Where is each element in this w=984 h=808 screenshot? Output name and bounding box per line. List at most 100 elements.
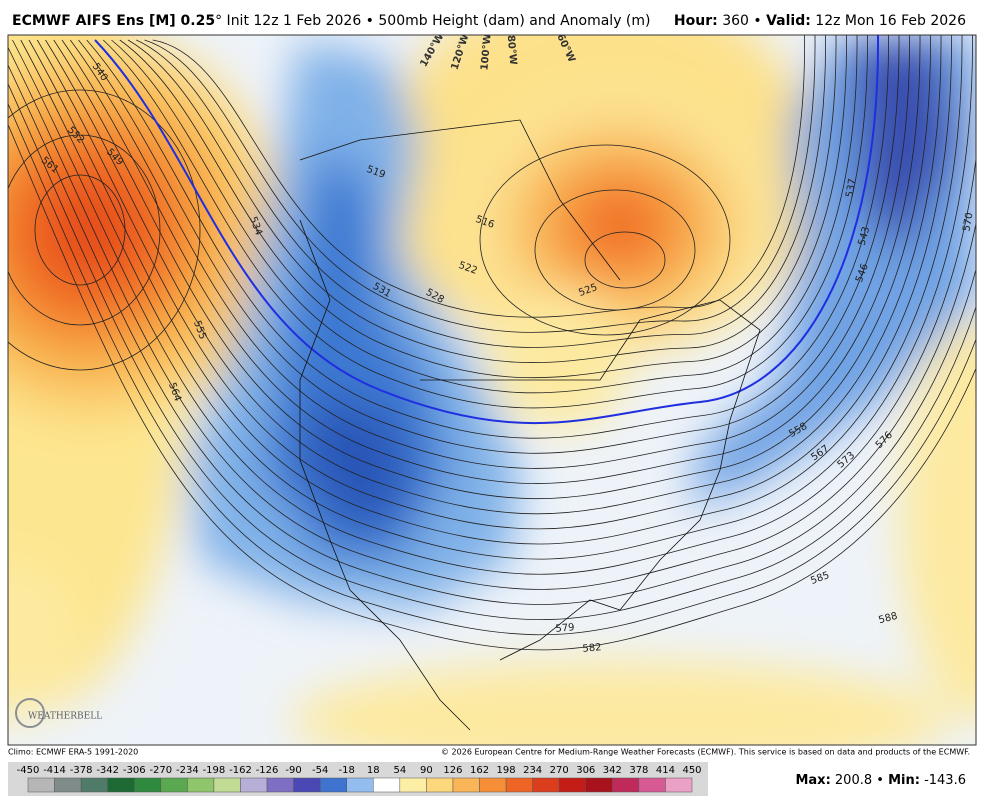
reference-contour [94,35,880,425]
colorbar-cell [638,777,666,793]
longitude-label: 80°W [505,35,519,66]
colorbar: -450 -414 -378 -342 -306 -270 -234 -198 -162 -126… [8,762,708,796]
colorbar-cell [558,777,587,793]
stats-separator: • [876,773,884,788]
colorbar-tick-label: 18 [367,765,380,776]
colorbar-cell [346,777,374,793]
colorbar-tick-label: -450 [17,765,40,776]
colorbar-cell [27,777,55,793]
contour-line [8,82,976,620]
contour-label: 543 [857,225,873,246]
longitude-label: 100°W [479,33,493,71]
contour-line [28,35,963,545]
colorbar-cell [80,777,108,793]
map-frame [7,34,977,746]
colorbar-cell [452,777,480,793]
colorbar-cell [160,777,188,793]
min-label: Min: [888,773,920,788]
colorbar-cell [133,777,162,793]
colorbar-cell [612,777,640,793]
contour-line [34,174,126,286]
climo: Climo: ECMWF ERA-5 1991-2020 [8,748,138,757]
anomaly-shading [8,35,976,745]
contour-line [20,35,973,560]
colorbar-tick-label: 54 [393,765,406,776]
colorbar-tick-label: 378 [629,765,648,776]
logo-text: WEATHERBELL [28,712,102,722]
colorbar-tick-label: -234 [176,765,199,776]
contour-line [61,35,921,484]
contour-line [78,35,900,454]
colorbar-tick-label: -90 [285,765,301,776]
contour-label: 579 [555,622,575,635]
contour-line [36,35,952,530]
colorbar-tick-label: 342 [603,765,622,776]
contour-line [111,35,858,394]
contour-line [152,35,805,318]
contour-line [8,102,976,636]
colorbar-tick-label: -54 [312,765,328,776]
colorbar-cell [54,777,82,793]
colorbar-tick-label: -198 [203,765,226,776]
colorbar-cell [213,777,241,793]
min: -143.6 [924,773,966,788]
colorbar-cell [240,777,268,793]
colorbar-tick-label: 270 [550,765,569,776]
contour-label: 570 [961,212,975,233]
colorbar-cell [532,777,560,793]
colorbar-tick-label: -378 [70,765,93,776]
colorbar-cell [426,777,454,793]
height-contours [8,35,976,651]
colorbar-cell [187,777,215,793]
max: 200.8 [835,773,872,788]
colorbar-cell [505,777,533,793]
contour-line [479,144,731,336]
contour-line [8,123,976,651]
colorbar-cell [399,777,427,793]
coastlines [299,119,761,731]
colorbar-tick-label: 198 [497,765,516,776]
colorbar-tick-label: -162 [229,765,252,776]
title: ECMWF AIFS Ens [M] 0.25 [12,13,215,29]
title-rest: ° Init 12z 1 Feb 2026 • 500mb Height (da… [215,13,650,29]
contour-line [119,35,847,379]
colorbar-tick-label: -342 [96,765,119,776]
colorbar-tick-label: -126 [256,765,279,776]
contour-line [45,35,942,515]
colorbar-tick-label: -306 [123,765,146,776]
header-title: ECMWF AIFS Ens [M] 0.25° Init 12z 1 Feb … [12,13,651,29]
contour-line [144,35,816,333]
contour-line [136,35,826,348]
colorbar-cell [266,777,294,793]
colorbar-cell [293,777,321,793]
colorbar-cell [665,777,693,793]
contour-line [534,189,696,311]
contour-label: 537 [844,178,858,199]
colorbar-tick-label: -414 [43,765,66,776]
colorbar-cell [107,777,135,793]
contour-label: 582 [582,642,602,655]
separator: • [753,13,761,29]
colorbar-cell [585,777,613,793]
contour-line [69,35,910,469]
hour: 360 [722,13,749,29]
copyright: © 2026 European Centre for Medium-Range … [441,748,970,757]
colorbar-cell [373,777,401,793]
valid: 12z Mon 16 Feb 2026 [815,13,966,29]
hour-label: Hour: [674,13,718,29]
valid-label: Valid: [766,13,811,29]
stats: Max: 200.8 • Min: -143.6 [795,773,966,788]
colorbar-tick-label: 414 [656,765,675,776]
colorbar-tick-label: 90 [420,765,433,776]
contour-line [127,35,837,363]
colorbar-tick-label: -270 [149,765,172,776]
max-label: Max: [795,773,830,788]
contour-line [8,134,161,326]
colorbar-tick-label: 450 [682,765,701,776]
contour-label: 588 [877,611,898,627]
contour-line [12,39,976,575]
colorbar-tick-label: 126 [443,765,462,776]
colorbar-cell [479,777,507,793]
